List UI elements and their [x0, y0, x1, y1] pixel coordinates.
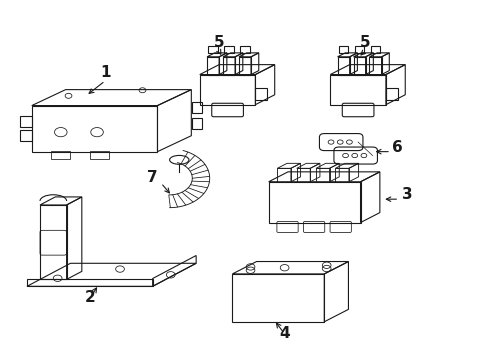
Text: 7: 7 — [146, 170, 157, 185]
Text: 4: 4 — [279, 326, 289, 341]
Text: 2: 2 — [85, 290, 96, 305]
Text: 3: 3 — [401, 187, 411, 202]
Text: 5: 5 — [359, 35, 370, 50]
Bar — [51, 151, 70, 159]
Bar — [90, 151, 109, 159]
Text: 6: 6 — [391, 140, 402, 155]
Text: 5: 5 — [213, 35, 224, 50]
Text: 1: 1 — [100, 65, 110, 80]
